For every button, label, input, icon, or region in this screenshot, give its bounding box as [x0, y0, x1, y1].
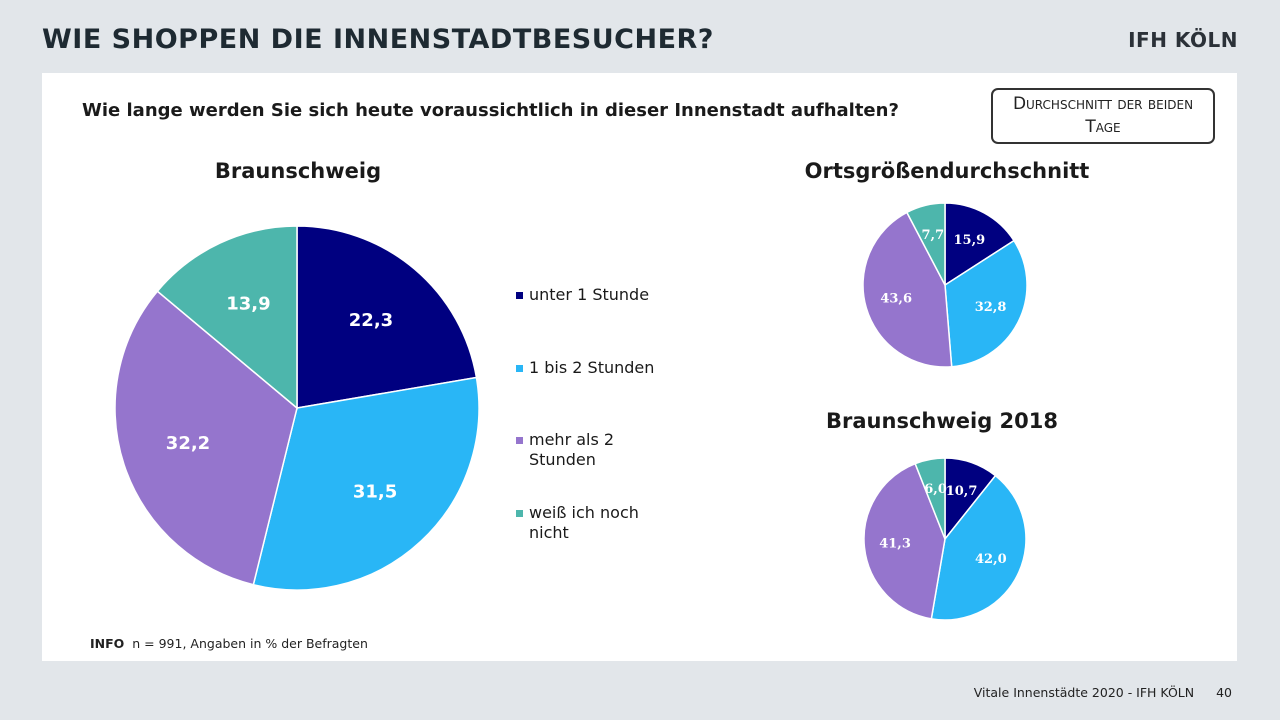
chart-title-braunschweig-2018: Braunschweig 2018 [826, 409, 1058, 433]
info-label: INFO [90, 636, 125, 651]
pie-data-label: 32,8 [975, 300, 1007, 315]
average-note-box: Durchschnitt der beiden Tage [991, 88, 1215, 144]
pie-data-label: 7,7 [922, 228, 945, 243]
slide-title: WIE SHOPPEN DIE INNENSTADTBESUCHER? [42, 24, 714, 55]
legend-item-1-bis-2-stunden: 1 bis 2 Stunden [516, 358, 696, 378]
legend-label: weiß ich noch nicht [529, 503, 639, 542]
pie-slice-weiss-ich-noch-nicht [905, 202, 946, 286]
pie-data-label: 13,9 [226, 294, 270, 315]
survey-question: Wie lange werden Sie sich heute voraussi… [82, 100, 899, 121]
pie-slice-mehr-als-2-stunden [862, 211, 953, 368]
average-note-text: Durchschnitt der beiden Tage [1012, 94, 1194, 137]
legend-swatch [516, 292, 523, 299]
legend-swatch [516, 437, 523, 444]
pie-data-label: 42,0 [975, 552, 1007, 567]
info-text: n = 991, Angaben in % der Befragten [132, 636, 368, 651]
legend-label: unter 1 Stunde [529, 285, 650, 304]
brand-logo: IFH KÖLN [1128, 28, 1238, 52]
pie-slice-1-bis-2-stunden [944, 239, 1028, 368]
footer: Vitale Innenstädte 2020 - IFH KÖLN 40 [974, 685, 1232, 700]
pie-data-label: 10,7 [946, 484, 978, 499]
pie-data-label: 41,3 [879, 537, 911, 552]
pie-data-label: 32,2 [166, 433, 210, 454]
pie-data-label: 22,3 [349, 310, 393, 331]
pie-slice-weiss-ich-noch-nicht [914, 457, 946, 540]
content-panel: Wie lange werden Sie sich heute voraussi… [42, 73, 1237, 661]
pie-data-label: 31,5 [353, 482, 397, 503]
chart-title-ortsgroessendurchschnitt: Ortsgrößendurchschnitt [804, 159, 1090, 183]
pie-data-label: 43,6 [880, 292, 912, 307]
legend-swatch [516, 510, 523, 517]
pie-slice-unter-1-stunde [944, 202, 1015, 287]
info-note: INFO n = 991, Angaben in % der Befragten [90, 636, 368, 651]
chart-title-braunschweig: Braunschweig [214, 159, 382, 183]
page-number: 40 [1216, 685, 1232, 700]
pie-data-label: 6,0 [924, 482, 947, 497]
legend-item-weiss-ich-noch-nicht: weiß ich noch nicht [516, 503, 656, 543]
pie-slice-1-bis-2-stunden [930, 474, 1027, 621]
pie-slice-1-bis-2-stunden [252, 376, 480, 591]
legend-label: mehr als 2 Stunden [529, 430, 615, 469]
pie-slice-mehr-als-2-stunden [114, 290, 298, 586]
legend-label: 1 bis 2 Stunden [529, 358, 655, 377]
pie-slice-mehr-als-2-stunden [863, 462, 946, 620]
pie-data-label: 15,9 [954, 233, 986, 248]
legend-swatch [516, 365, 523, 372]
pie-slice-weiss-ich-noch-nicht [156, 225, 298, 410]
legend-item-mehr-als-2-stunden: mehr als 2 Stunden [516, 430, 656, 470]
pie-slice-unter-1-stunde [944, 457, 997, 542]
legend-item-unter-1-stunde: unter 1 Stunde [516, 285, 696, 305]
pie-slice-unter-1-stunde [296, 225, 478, 409]
footer-source: Vitale Innenstädte 2020 - IFH KÖLN [973, 685, 1195, 700]
